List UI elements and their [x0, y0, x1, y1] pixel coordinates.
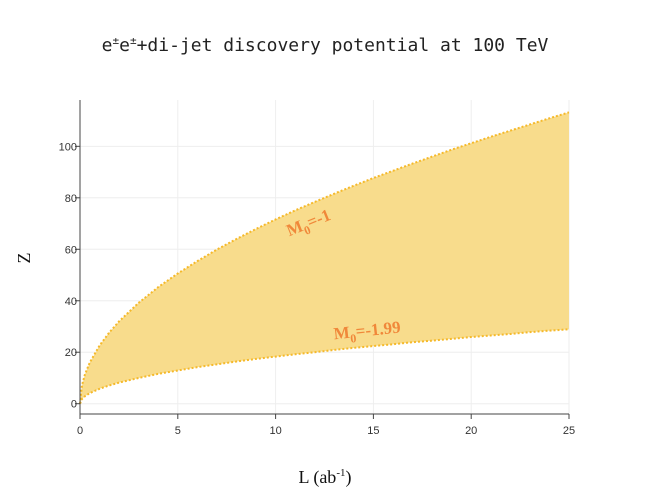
y-tick-label: 100 [59, 141, 77, 153]
x-tick-label: 25 [563, 425, 575, 437]
x-tick-label: 20 [465, 425, 477, 437]
x-tick-label: 0 [77, 425, 83, 437]
y-tick-label: 20 [65, 347, 77, 359]
x-axis-title: L (ab-1) [299, 467, 352, 488]
x-tick-label: 10 [269, 425, 281, 437]
lower-series-line [79, 328, 570, 405]
y-tick-label: 0 [71, 399, 77, 411]
y-axis-title: Z [14, 253, 34, 264]
x-tick-label: 5 [175, 425, 181, 437]
band-fill [80, 112, 569, 404]
y-tick-label: 60 [65, 244, 77, 256]
annotation-label: M0=-1.99 [333, 317, 402, 347]
plot-area [79, 111, 570, 405]
y-tick-label: 40 [65, 296, 77, 308]
x-tick-label: 15 [367, 425, 379, 437]
y-tick-label: 80 [65, 193, 77, 205]
chart-title: e±e±+di-jet discovery potential at 100 T… [102, 34, 549, 56]
axes: 0 5 10 15 20 25 0 20 40 60 80 100 [59, 100, 575, 437]
